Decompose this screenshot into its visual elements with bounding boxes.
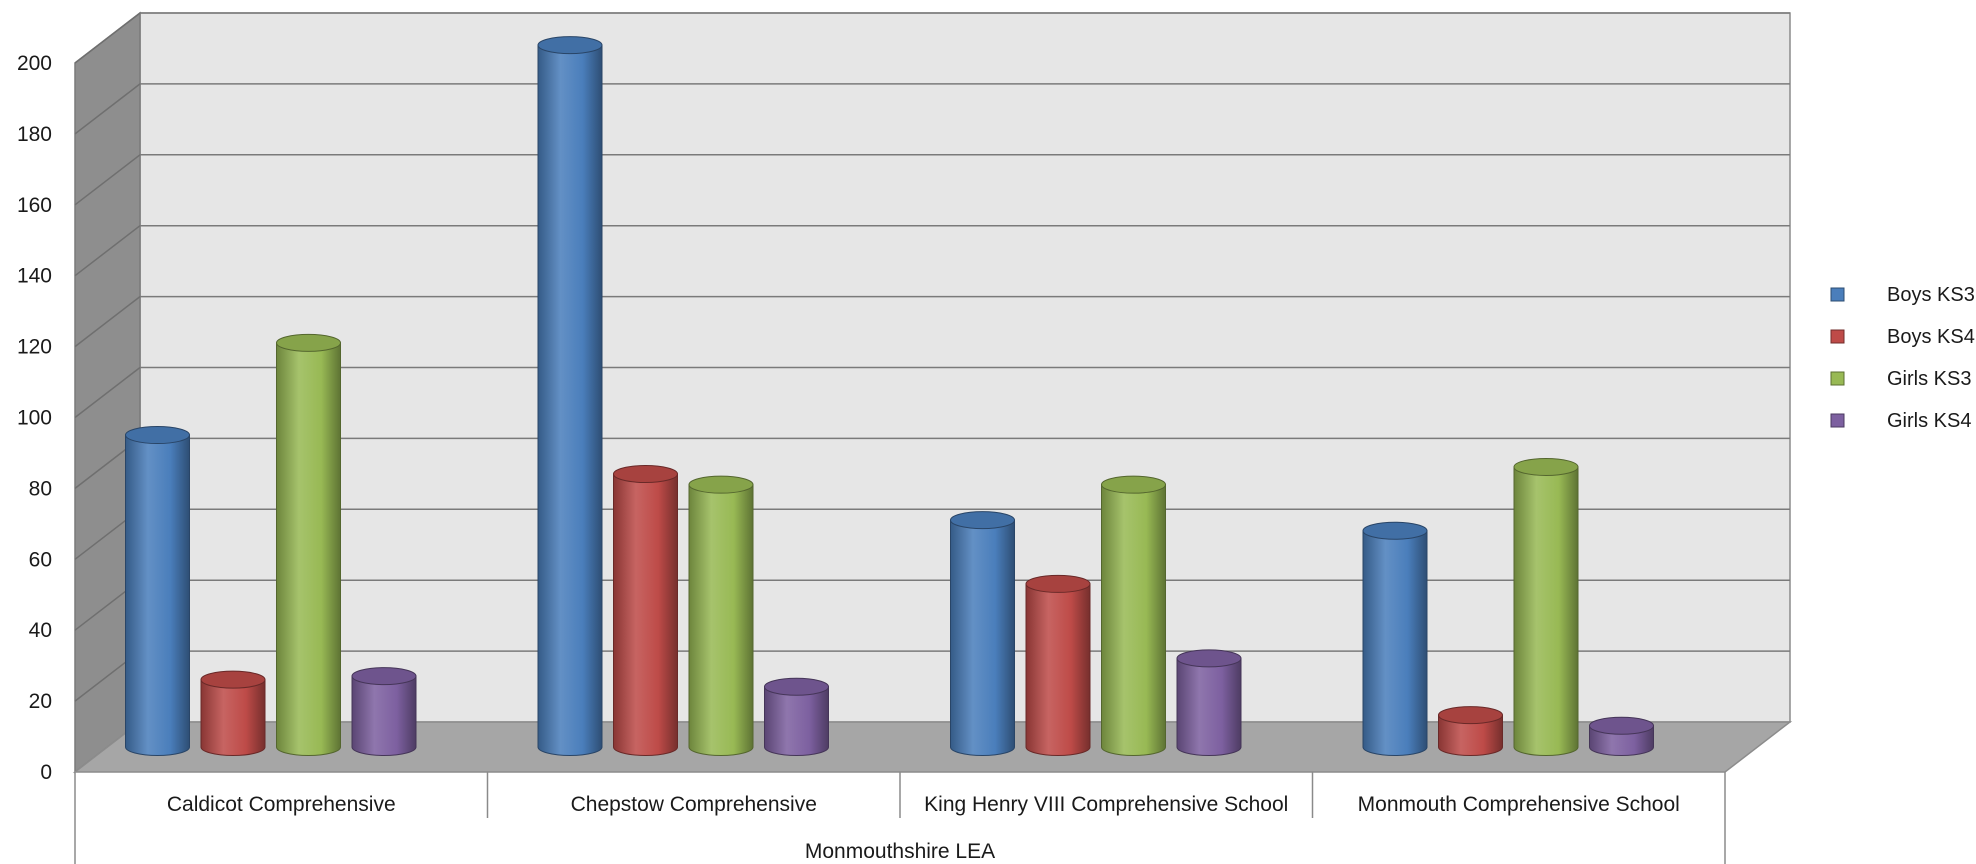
- bar-top: [276, 333, 341, 352]
- bar: [1589, 716, 1654, 756]
- y-tick-label: 60: [29, 548, 52, 571]
- bar: [950, 511, 1015, 756]
- bar-top: [537, 36, 603, 55]
- legend-item: Girls KS4: [1830, 410, 1971, 432]
- bar: [276, 333, 341, 756]
- y-tick-label: 180: [17, 123, 52, 146]
- bar-top: [613, 465, 678, 484]
- x-axis: Caldicot Comprehensive Chepstow Comprehen…: [74, 772, 1726, 864]
- bar-body: [276, 342, 341, 756]
- legend-item: Girls KS3: [1830, 368, 1971, 390]
- bar-body: [688, 484, 754, 756]
- bar-body: [764, 686, 829, 756]
- bar-body: [200, 679, 266, 756]
- legend-label: Girls KS3: [1887, 368, 1971, 390]
- bar: [200, 670, 266, 756]
- bar: [1438, 706, 1503, 756]
- legend-swatch: [1830, 371, 1845, 386]
- y-tick-label: 160: [17, 194, 52, 217]
- bar: [1362, 521, 1428, 756]
- gridline-side: [74, 366, 141, 419]
- bar: [1176, 649, 1242, 756]
- gridline-side: [74, 83, 141, 135]
- x-tick-label: Caldicot Comprehensive: [167, 793, 396, 816]
- x-tick-label: King Henry VIII Comprehensive School: [924, 793, 1288, 816]
- gridline-side: [74, 296, 141, 348]
- legend-swatch: [1830, 287, 1845, 302]
- bar-body: [1176, 657, 1242, 756]
- gridline-side: [74, 225, 141, 277]
- gridline-side: [74, 154, 141, 206]
- bar-top: [1438, 706, 1503, 725]
- legend: Boys KS3 Boys KS4 Girls KS3 Girls KS4: [1830, 284, 1975, 432]
- bar-top: [1589, 716, 1654, 735]
- bar-top: [688, 475, 754, 494]
- bar-body: [1101, 484, 1166, 756]
- bar-top: [125, 426, 190, 445]
- bar-body: [1513, 466, 1579, 756]
- bar-body: [537, 44, 603, 756]
- bar-top: [1362, 521, 1428, 540]
- legend-label: Boys KS4: [1887, 326, 1975, 348]
- bar: [1025, 574, 1091, 756]
- bar: [764, 677, 829, 756]
- bar: [537, 36, 603, 756]
- bar-body: [1025, 583, 1091, 756]
- bar-top: [764, 677, 829, 696]
- y-tick-label: 0: [40, 761, 52, 784]
- bar-top: [950, 511, 1015, 530]
- bar: [351, 667, 417, 756]
- y-tick-label: 40: [29, 619, 52, 642]
- x-tick-label: Monmouth Comprehensive School: [1358, 793, 1680, 816]
- y-tick-label: 120: [17, 336, 52, 359]
- bar-body: [1438, 714, 1503, 756]
- legend-swatch: [1830, 329, 1845, 344]
- bar-body: [351, 675, 417, 756]
- floor: [72, 721, 1793, 773]
- bar: [125, 426, 190, 756]
- bar-top: [1101, 475, 1166, 494]
- bar: [613, 465, 678, 756]
- bar-top: [1513, 457, 1579, 476]
- legend-label: Girls KS4: [1887, 410, 1971, 432]
- legend-item: Boys KS3: [1830, 284, 1975, 306]
- bar-top: [1025, 574, 1091, 593]
- y-axis: 0 20 40 60 80 100 120 140 160 180 200: [17, 52, 52, 784]
- bar-top: [200, 670, 266, 689]
- bar: [688, 475, 754, 756]
- legend-item: Boys KS4: [1830, 326, 1975, 348]
- bar-body: [950, 519, 1015, 756]
- y-tick-label: 80: [29, 477, 52, 500]
- bars: [125, 36, 1654, 756]
- y-tick-label: 100: [17, 407, 52, 430]
- y-tick-label: 140: [17, 265, 52, 288]
- legend-label: Boys KS3: [1887, 284, 1975, 306]
- bar-body: [125, 434, 190, 756]
- x-group-label: Monmouthshire LEA: [805, 840, 995, 863]
- bar-top: [1176, 649, 1242, 668]
- bar: [1513, 457, 1579, 756]
- gridline-side: [74, 12, 141, 64]
- bar-body: [1362, 530, 1428, 756]
- bar: [1101, 475, 1166, 756]
- bar-body: [613, 473, 678, 756]
- legend-swatch: [1830, 413, 1845, 428]
- y-tick-label: 20: [29, 690, 52, 713]
- y-tick-label: 200: [17, 52, 52, 75]
- x-tick-label: Chepstow Comprehensive: [571, 793, 817, 816]
- bar-top: [351, 667, 417, 686]
